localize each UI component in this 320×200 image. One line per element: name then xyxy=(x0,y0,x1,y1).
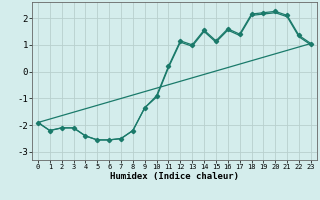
X-axis label: Humidex (Indice chaleur): Humidex (Indice chaleur) xyxy=(110,172,239,181)
